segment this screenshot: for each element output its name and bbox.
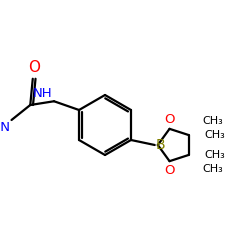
- Text: H₂N: H₂N: [0, 121, 10, 134]
- Text: CH₃: CH₃: [205, 150, 226, 160]
- Text: B: B: [156, 138, 165, 152]
- Text: CH₃: CH₃: [205, 130, 226, 140]
- Text: NH: NH: [33, 87, 53, 100]
- Text: CH₃: CH₃: [202, 164, 223, 174]
- Text: CH₃: CH₃: [202, 116, 223, 126]
- Text: O: O: [164, 113, 175, 126]
- Text: O: O: [164, 164, 175, 177]
- Text: O: O: [28, 60, 40, 75]
